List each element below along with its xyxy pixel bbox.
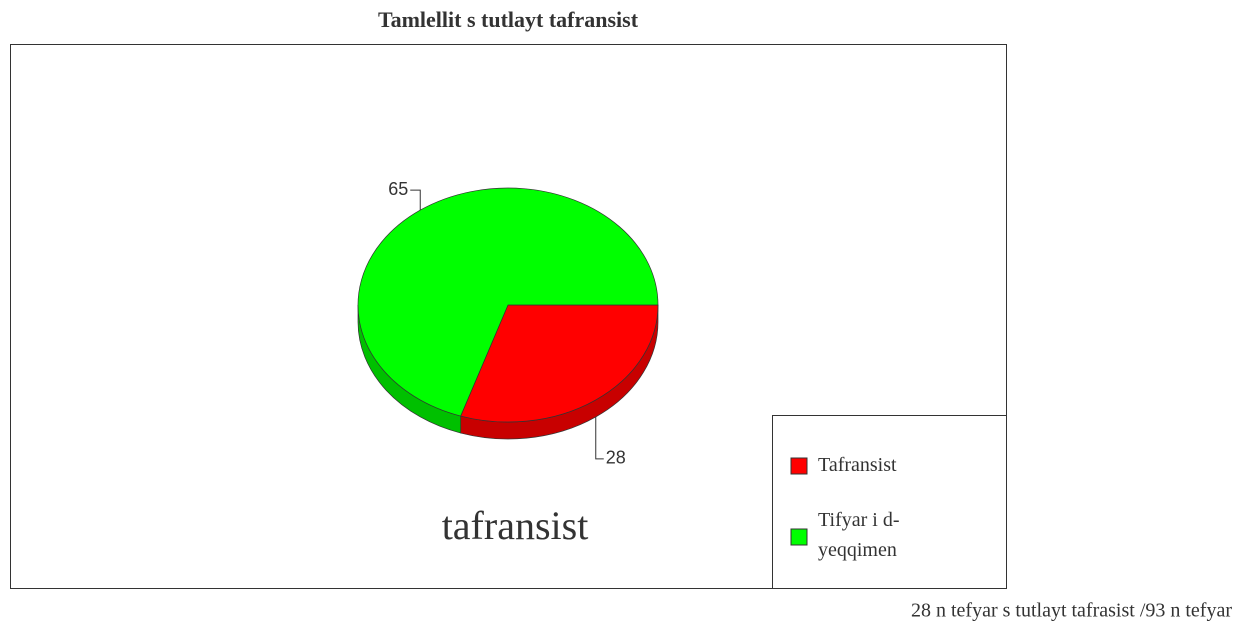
data-label: 28 <box>606 448 626 468</box>
legend-swatch <box>790 457 808 475</box>
footer: 28 n tefyar s tutlayt tafrasist /93 n te… <box>911 600 1232 622</box>
legend-swatch <box>790 528 808 546</box>
legend-label: Tifyar i d-yeqqimen <box>818 509 900 561</box>
legend-label: Tafransist <box>818 454 897 476</box>
plot-frame <box>10 44 1007 589</box>
pie-slice <box>460 304 659 423</box>
chart-title: Tamlellit s tutlayt tafransist <box>378 7 639 32</box>
leader-line <box>595 416 604 460</box>
pie-slice <box>357 187 659 417</box>
legend-box <box>772 415 1007 589</box>
annotation: tafransist <box>442 503 589 548</box>
data-label: 65 <box>388 179 408 199</box>
leader-line <box>410 189 421 211</box>
